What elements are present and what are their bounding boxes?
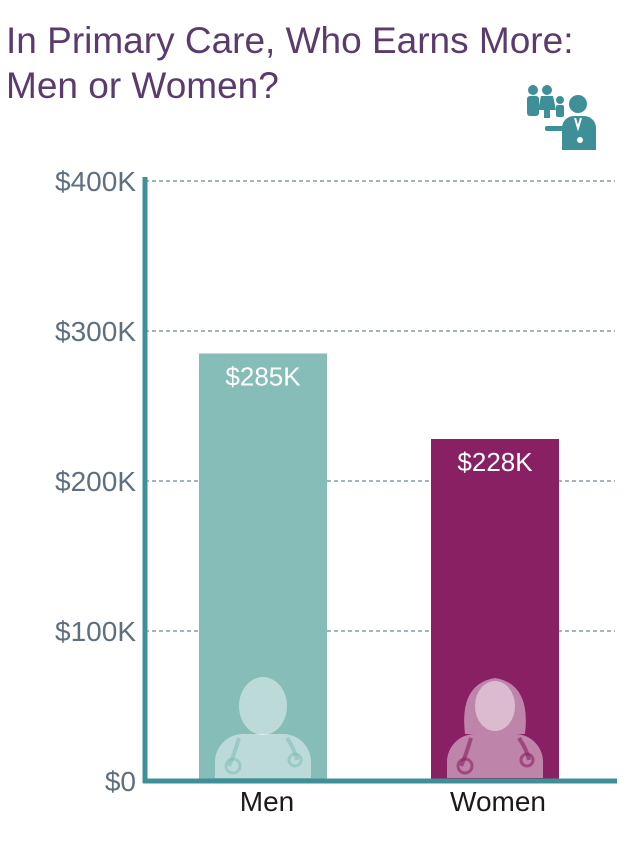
y-tick-label: $0	[105, 766, 136, 797]
data-label: $285K	[225, 362, 301, 392]
x-category-label: Women	[450, 786, 546, 817]
y-tick-label: $300K	[55, 316, 136, 347]
chart-title-line-1: In Primary Care, Who Earns More:	[6, 20, 574, 61]
data-labels: $285K $228K	[225, 362, 533, 478]
female-doctor-icon	[447, 678, 543, 778]
bar-women	[431, 439, 559, 781]
male-doctor-icon	[215, 677, 311, 778]
y-axis-ticks: $0 $100K $200K $300K $400K	[55, 166, 136, 797]
x-category-label: Men	[240, 786, 294, 817]
bars	[199, 353, 559, 781]
y-tick-label: $400K	[55, 166, 136, 197]
bar-icons	[215, 677, 543, 778]
axes	[142, 177, 617, 784]
doctor-with-family-icon	[527, 85, 596, 150]
x-axis-categories: Men Women	[240, 786, 546, 817]
chart-title: In Primary Care, Who Earns More: Men or …	[6, 18, 636, 108]
y-tick-label: $200K	[55, 466, 136, 497]
chart-title-line-2: Men or Women?	[6, 65, 279, 106]
data-label: $228K	[457, 447, 533, 477]
bar-men	[199, 353, 327, 781]
y-tick-label: $100K	[55, 616, 136, 647]
